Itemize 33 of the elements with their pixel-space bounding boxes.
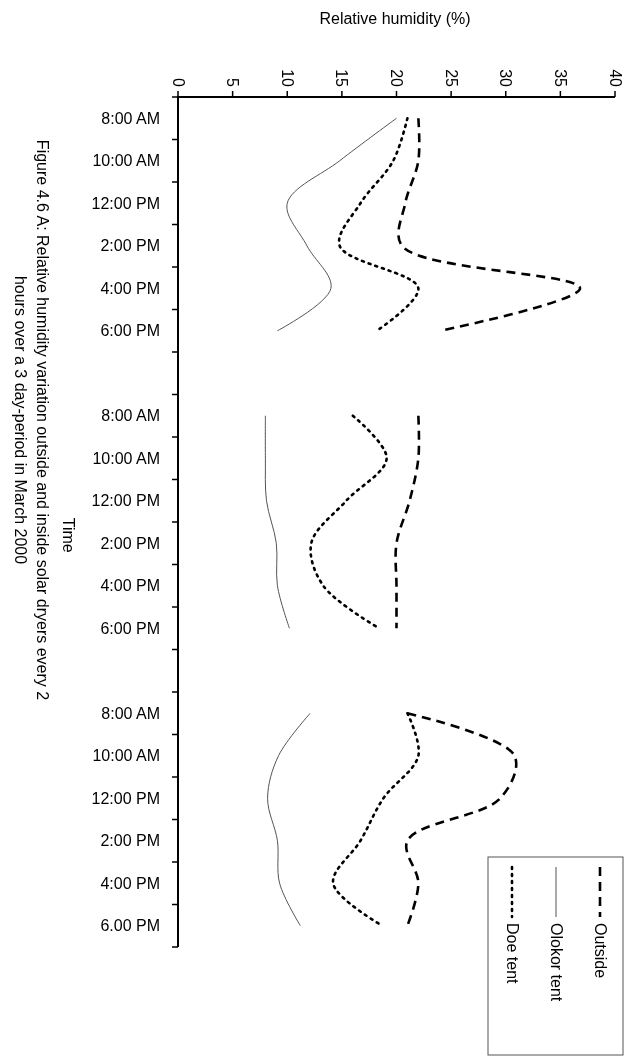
x-tick-label: 0 <box>169 78 187 88</box>
y-axis-title: Time <box>59 517 77 553</box>
x-axis-title: Relative humidity (%) <box>319 10 471 27</box>
y-tick-label: 8:00 AM <box>101 407 160 425</box>
text: Figure 4.6 A: Relative humidity variation outside and inside solar dryers every 2 hours over a 3 day-period in March 2000 <box>11 139 51 701</box>
y-tick-label: 12:00 PM <box>91 492 160 510</box>
text: Outside <box>591 923 609 979</box>
y-tick-label: 2:00 PM <box>100 237 160 255</box>
y-tick-label: 10:00 AM <box>92 152 160 170</box>
x-tick-label: 25 <box>442 69 460 88</box>
text: Doe tent <box>503 923 521 985</box>
y-tick-label: 8:00 AM <box>101 704 160 722</box>
x-tick-label: 40 <box>606 69 624 88</box>
y-tick-label: 6.00 PM <box>100 917 160 935</box>
y-tick-label: 2:00 PM <box>100 832 160 850</box>
text: Olokor tent <box>547 923 565 1002</box>
x-tick-label: 30 <box>497 69 515 88</box>
y-tick-label: 4:00 PM <box>100 874 160 892</box>
x-tick-label: 10 <box>278 69 296 88</box>
y-tick-label: 4:00 PM <box>100 279 160 297</box>
x-tick-label: 5 <box>224 78 242 88</box>
x-tick-label: 35 <box>551 69 569 88</box>
y-tick-label: 12:00 PM <box>91 194 160 212</box>
y-tick-label: 12:00 PM <box>91 789 160 807</box>
y-tick-label: 6:00 PM <box>100 322 160 340</box>
y-tick-label: 8:00 AM <box>101 109 160 127</box>
y-tick-label: 4:00 PM <box>100 577 160 595</box>
y-tick-label: 6:00 PM <box>100 619 160 637</box>
y-tick-label: 2:00 PM <box>100 534 160 552</box>
y-tick-label: 10:00 AM <box>92 747 160 765</box>
x-tick-label: 15 <box>333 69 351 88</box>
x-tick-label: 20 <box>388 69 405 88</box>
y-tick-label: 10:00 AM <box>92 449 160 467</box>
